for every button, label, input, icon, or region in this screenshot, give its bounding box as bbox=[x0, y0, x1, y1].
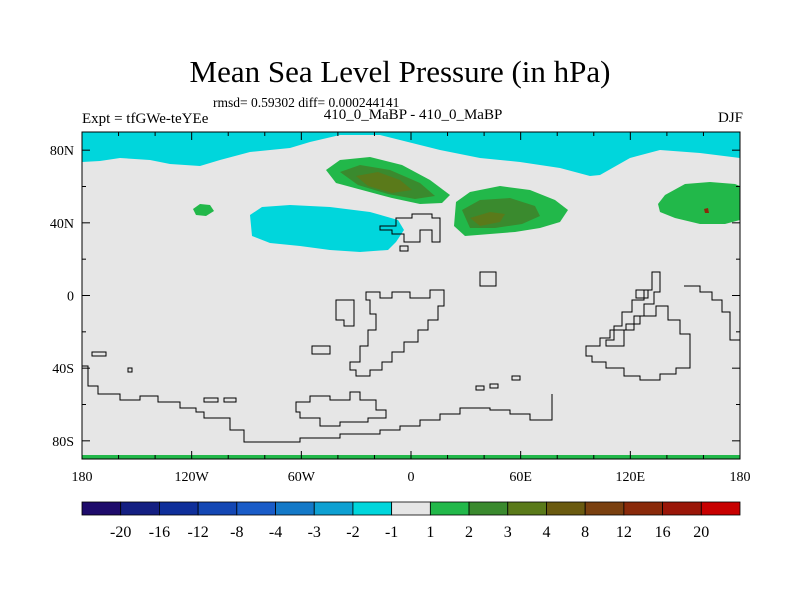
colorbar-swatch bbox=[197, 501, 238, 516]
indonesia-outline bbox=[605, 271, 661, 347]
colorbar-label: -1 bbox=[385, 524, 398, 541]
colorbar-swatch bbox=[236, 501, 276, 516]
y-tick-label: 40N bbox=[50, 217, 74, 232]
africa-outline bbox=[349, 289, 445, 377]
colorbar-swatch bbox=[623, 501, 663, 516]
small-positive-region bbox=[193, 204, 214, 216]
colorbar-label: 3 bbox=[504, 524, 512, 541]
colorbar-label: -20 bbox=[110, 524, 131, 541]
south-america-outline bbox=[82, 365, 553, 443]
y-tick-label: 80N bbox=[50, 144, 74, 159]
colorbar-swatch bbox=[275, 501, 315, 516]
colorbar-swatch bbox=[584, 501, 625, 516]
map-area bbox=[82, 132, 740, 459]
colorbar-label: -3 bbox=[308, 524, 321, 541]
colorbar-swatch bbox=[81, 501, 122, 516]
madagascar-outline bbox=[335, 299, 355, 327]
x-tick-label: 180 bbox=[72, 470, 93, 485]
n-pacific-positive-region bbox=[658, 182, 740, 224]
island-i bbox=[511, 375, 521, 381]
small-island-a bbox=[311, 345, 331, 355]
colorbar-label: -12 bbox=[187, 524, 208, 541]
europe-outline bbox=[379, 213, 441, 243]
n-atlantic-positive-peak bbox=[356, 172, 412, 193]
colorbar-swatch bbox=[507, 501, 547, 516]
colorbar-label: 12 bbox=[616, 524, 632, 541]
season-label: DJF bbox=[717, 110, 743, 126]
island-f bbox=[223, 397, 237, 403]
colorbar-swatch bbox=[352, 501, 393, 516]
island-h bbox=[489, 383, 499, 389]
island-c bbox=[91, 351, 107, 357]
x-tick-label: 60W bbox=[288, 470, 316, 485]
colorbar-swatch bbox=[313, 501, 354, 516]
antarctic-peninsula-outline bbox=[295, 391, 387, 427]
stats-line: rmsd= 0.59302 diff= 0.000244141 bbox=[213, 95, 400, 110]
colorbar-label: 8 bbox=[581, 524, 589, 541]
axis-ticks: 180 120W 60W 0 60E 120E 180 80N 40N 0 40S 80S bbox=[50, 132, 751, 485]
colorbar-swatch bbox=[429, 501, 470, 516]
eurasia-positive-peak bbox=[470, 212, 505, 226]
colorbar-swatch bbox=[468, 501, 509, 516]
colorbar-label: -4 bbox=[269, 524, 282, 541]
x-tick-label: 180 bbox=[730, 470, 751, 485]
island-b bbox=[635, 289, 649, 299]
arctic-negative-band bbox=[82, 132, 740, 176]
colorbar-label: -8 bbox=[230, 524, 243, 541]
x-tick-label: 120E bbox=[616, 470, 646, 485]
x-tick-label: 120W bbox=[175, 470, 210, 485]
y-tick-label: 80S bbox=[52, 435, 74, 450]
colorbar-label: 16 bbox=[655, 524, 671, 541]
n-pacific-positive-peak bbox=[704, 208, 709, 213]
colorbar-label: 20 bbox=[693, 524, 709, 541]
island-d bbox=[127, 367, 133, 373]
y-tick-label: 40S bbox=[52, 362, 74, 377]
chart-title: Mean Sea Level Pressure (in hPa) bbox=[189, 54, 611, 89]
continent-outlines bbox=[82, 213, 740, 443]
colorbar-swatch bbox=[700, 501, 741, 516]
island-g bbox=[475, 385, 485, 391]
colorbar-swatch bbox=[662, 501, 702, 516]
small-island-b bbox=[479, 271, 497, 287]
pacific-landmass-outline bbox=[684, 285, 740, 341]
island-e bbox=[203, 397, 219, 403]
colorbar-label: -2 bbox=[346, 524, 359, 541]
x-tick-label: 0 bbox=[408, 470, 415, 485]
colorbar-swatch bbox=[546, 501, 586, 516]
n-atlantic-negative-region bbox=[250, 205, 404, 252]
colorbar-swatch bbox=[159, 501, 199, 516]
center-label: 410_0_MaBP - 410_0_MaBP bbox=[323, 107, 503, 123]
experiment-label: Expt = tfGWe-teYEe bbox=[82, 111, 209, 127]
y-tick-label: 0 bbox=[67, 290, 74, 305]
colorbar-swatch bbox=[120, 501, 160, 516]
australia-outline bbox=[585, 305, 691, 381]
colorbar-label: 1 bbox=[426, 524, 434, 541]
island-europe bbox=[399, 245, 409, 252]
colorbar-label: -16 bbox=[149, 524, 170, 541]
colorbar: -20 -16 -12 -8 -4 -3 -2 -1 1 2 3 4 8 12 16 20 bbox=[81, 501, 741, 541]
colorbar-label: 4 bbox=[542, 524, 550, 541]
colorbar-label: 2 bbox=[465, 524, 473, 541]
colorbar-swatch bbox=[391, 501, 431, 516]
x-tick-label: 60E bbox=[509, 470, 532, 485]
